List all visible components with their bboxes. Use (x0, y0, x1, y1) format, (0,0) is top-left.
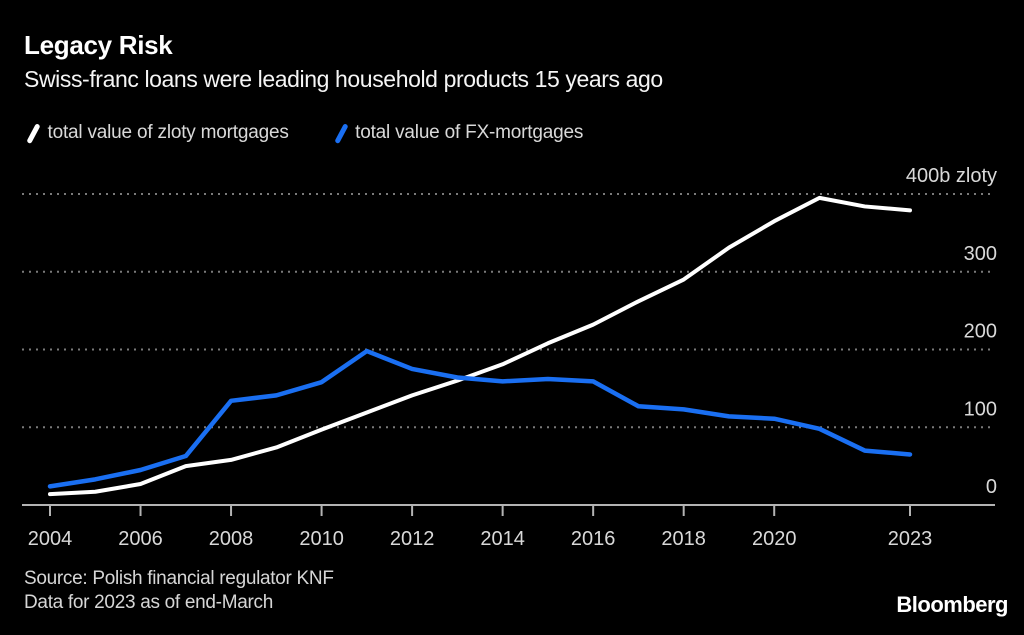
x-axis-label-2012: 2012 (390, 528, 435, 550)
y-axis-label-300: 300 (964, 243, 997, 265)
x-axis-label-2010: 2010 (299, 528, 344, 550)
x-axis-label-2016: 2016 (571, 528, 616, 550)
chart-title: Legacy Risk (24, 30, 173, 60)
legend-label-fx: total value of FX-mortgages (355, 122, 584, 143)
legend-item-zloty: total value of zloty mortgages (25, 122, 289, 144)
x-axis-label-2018: 2018 (661, 528, 706, 550)
source-line-1: Source: Polish financial regulator KNF (24, 568, 334, 589)
y-axis-label-100: 100 (964, 398, 997, 420)
x-axis-label-2006: 2006 (118, 528, 163, 550)
zloty-series-line (48, 195, 912, 497)
x-axis-label-2008: 2008 (209, 528, 254, 550)
x-axis-label-2020: 2020 (752, 528, 797, 550)
x-axis-label-2023: 2023 (888, 528, 933, 550)
legend: total value of zloty mortgages total val… (25, 122, 583, 144)
bloomberg-logo: Bloomberg (896, 592, 1008, 617)
y-axis-label-0: 0 (986, 476, 997, 498)
y-axis-label-400: 400b zloty (906, 165, 997, 187)
source-line-2: Data for 2023 as of end-March (24, 592, 273, 613)
fx-series-line (47, 348, 913, 489)
y-axis-label-200: 200 (964, 321, 997, 343)
legend-item-fx: total value of FX-mortgages (333, 122, 584, 144)
source-note: Source: Polish financial regulator KNF D… (24, 567, 334, 615)
legend-label-zloty: total value of zloty mortgages (47, 122, 289, 143)
x-axis-label-2004: 2004 (28, 528, 73, 550)
chart-subtitle: Swiss-franc loans were leading household… (24, 66, 663, 92)
x-axis-label-2014: 2014 (480, 528, 525, 550)
